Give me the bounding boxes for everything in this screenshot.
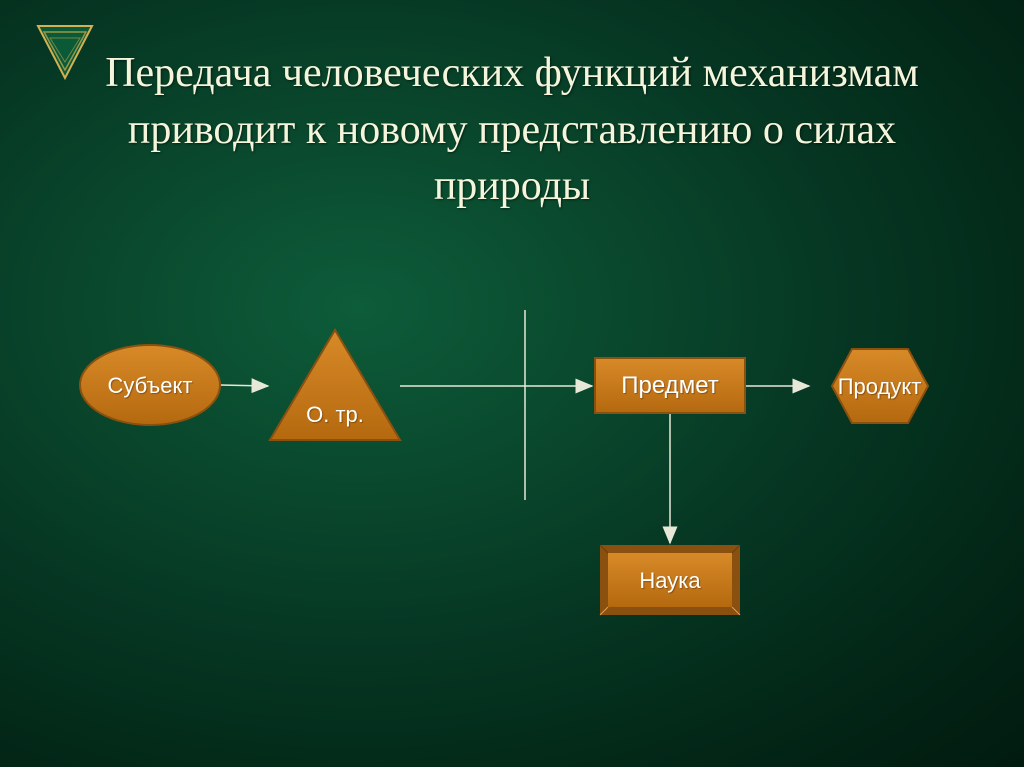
- label-object: Предмет: [595, 372, 745, 400]
- label-product: Продукт: [812, 374, 947, 400]
- label-tool: О. тр.: [285, 402, 385, 428]
- label-science: Наука: [600, 568, 740, 594]
- label-subject: Субъект: [80, 373, 220, 399]
- edge-subject-tool: [220, 385, 268, 386]
